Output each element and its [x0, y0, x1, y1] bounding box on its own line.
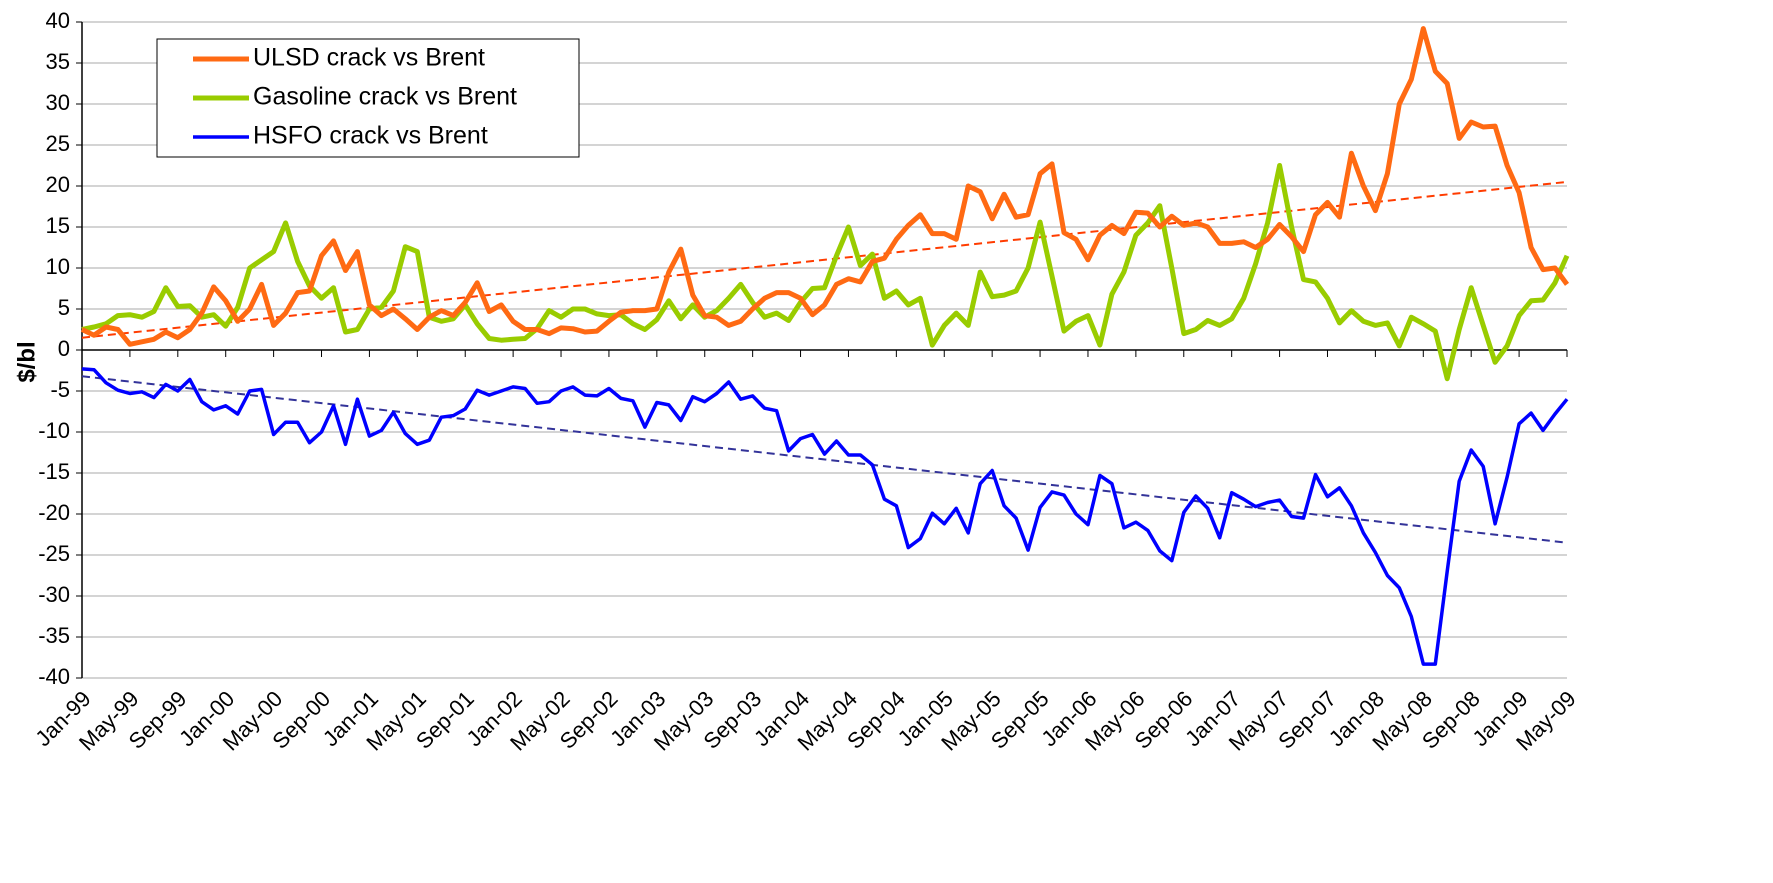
y-tick-label: 20 — [46, 172, 70, 197]
y-tick-label: -30 — [38, 582, 70, 607]
series-line — [81, 163, 1570, 382]
series-line — [81, 367, 1569, 666]
y-tick-label: -40 — [38, 664, 70, 689]
y-tick-label: 5 — [58, 295, 70, 320]
trendline — [81, 180, 1568, 339]
y-tick-label: -10 — [38, 418, 70, 443]
y-tick-label: 35 — [46, 49, 70, 74]
y-tick-label: -15 — [38, 459, 70, 484]
y-tick-label: 25 — [46, 131, 70, 156]
y-tick-label: 15 — [46, 213, 70, 238]
trendline — [81, 375, 1568, 544]
legend-label: Gasoline crack vs Brent — [253, 83, 517, 111]
y-tick-label: -35 — [38, 623, 70, 648]
y-tick-label: 0 — [58, 336, 70, 361]
legend-label: HSFO crack vs Brent — [253, 122, 488, 150]
series-line — [80, 26, 1570, 347]
y-axis-label: $/bl — [13, 341, 40, 382]
y-tick-label: -5 — [50, 377, 70, 402]
y-tick-label: 10 — [46, 254, 70, 279]
legend-label: ULSD crack vs Brent — [253, 44, 485, 72]
y-tick-label: 40 — [46, 8, 70, 33]
y-tick-label: -25 — [38, 541, 70, 566]
y-tick-label: -20 — [38, 500, 70, 525]
y-tick-label: 30 — [46, 90, 70, 115]
